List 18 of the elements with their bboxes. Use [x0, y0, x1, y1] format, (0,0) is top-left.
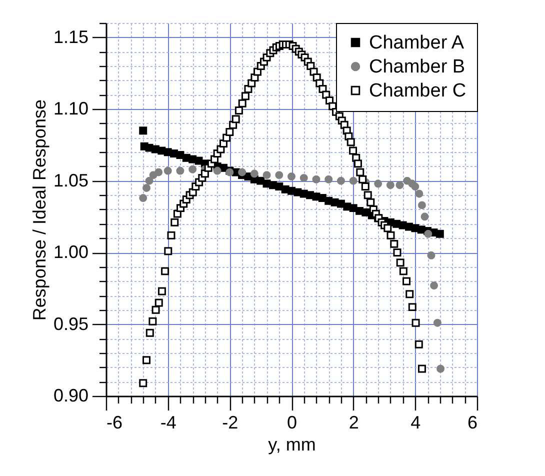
- x-tick-label: -4: [160, 412, 176, 432]
- x-tick-label: 2: [348, 412, 359, 432]
- legend-label: Chamber A: [369, 32, 464, 54]
- x-tick-label: -6: [106, 412, 123, 432]
- legend-label: Chamber B: [369, 56, 466, 78]
- x-tick-label: 6: [467, 412, 478, 432]
- y-tick-label: 1.10: [53, 98, 88, 119]
- x-tick-label: 0: [286, 412, 298, 432]
- y-tick-label: 1.05: [53, 170, 88, 190]
- y-tick-label: 1.00: [53, 242, 88, 262]
- y-axis-title: Response / Ideal Response: [29, 99, 50, 321]
- y-tick-label: 1.15: [53, 26, 88, 47]
- y-tick-label: 0.90: [53, 386, 88, 406]
- x-axis-title: y, mm: [268, 434, 316, 454]
- x-tick-label: -2: [222, 412, 238, 432]
- legend-label: Chamber C: [369, 80, 466, 102]
- y-tick-label: 0.95: [53, 314, 88, 334]
- x-tick-label: 4: [410, 412, 421, 432]
